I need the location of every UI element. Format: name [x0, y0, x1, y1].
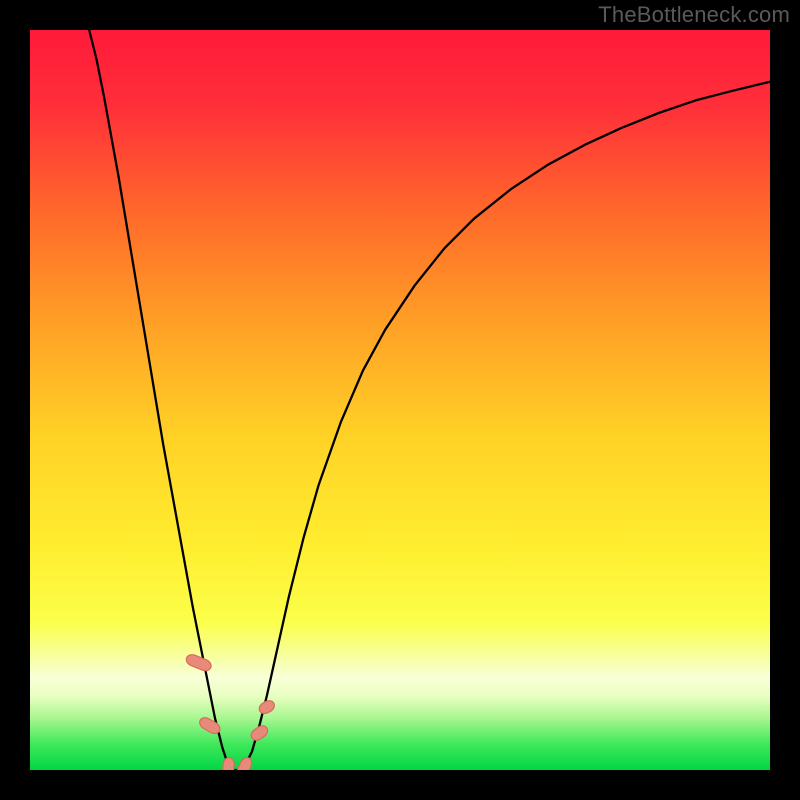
bottleneck-chart — [0, 0, 800, 800]
watermark-text: TheBottleneck.com — [598, 2, 790, 28]
chart-container: TheBottleneck.com — [0, 0, 800, 800]
gradient-background — [30, 30, 770, 770]
